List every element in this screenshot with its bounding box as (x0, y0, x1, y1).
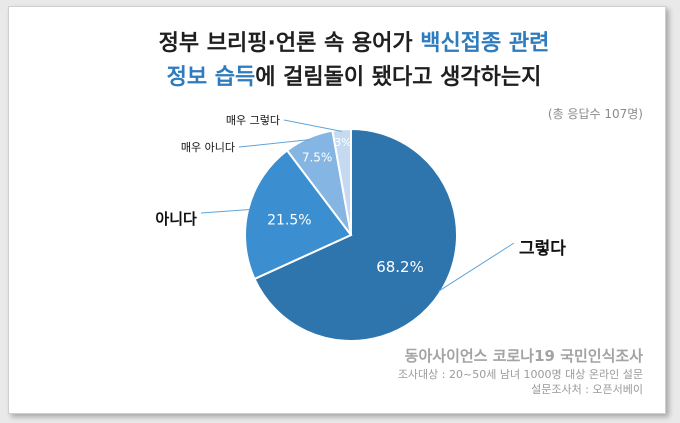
chart-title: 정부 브리핑·언론 속 용어가 백신접종 관련 정보 습득에 걸림돌이 됐다고 … (104, 27, 604, 95)
title-line1-highlight: 백신접종 관련 (420, 31, 550, 56)
leader-line-2 (200, 208, 251, 214)
leader-line-4 (283, 119, 342, 132)
survey-target: 조사대상 : 20~50세 남녀 1000명 대상 온라인 설문 (397, 368, 643, 381)
pie-slice-2 (244, 149, 353, 281)
source-title: 동아사이언스 코로나19 국민인식조사 (404, 347, 643, 365)
total-respondents: (총 응답수 107명) (547, 107, 643, 121)
category-label-4: 매우 그렇다 (226, 114, 280, 127)
category-label-2: 아니다 (155, 210, 197, 228)
slice-value-label-2: 21.5% (267, 212, 311, 228)
survey-agency: 설문조사처 : 오픈서베이 (531, 383, 643, 396)
leader-lines (200, 119, 515, 292)
category-label-3: 매우 아니다 (181, 141, 235, 154)
title-line1-plain: 정부 브리핑·언론 속 용어가 (158, 31, 421, 56)
pie-slice-1 (253, 127, 458, 342)
pie-labels: 68.2% 그렇다 21.5% 아니다 7.5% 매우 아니다 3% 매우 그렇다 (155, 114, 566, 276)
title-line2-highlight: 정보 습득 (166, 65, 256, 90)
pie-slice-4 (331, 127, 352, 236)
slice-value-label-4: 3% (334, 136, 351, 149)
slice-value-label-3: 7.5% (302, 150, 333, 164)
slice-value-label-1: 68.2% (376, 258, 424, 276)
chart-card: 정부 브리핑·언론 속 용어가 백신접종 관련 정보 습득에 걸림돌이 됐다고 … (8, 6, 666, 414)
leader-line-1 (438, 242, 515, 292)
pie-chart: 68.2% 그렇다 21.5% 아니다 7.5% 매우 아니다 3% 매우 그렇다 (155, 114, 566, 342)
pie-slices (244, 127, 458, 342)
title-line2-plain: 에 걸림돌이 됐다고 생각하는지 (255, 65, 542, 90)
category-label-1: 그렇다 (519, 239, 566, 259)
source-footer: 동아사이언스 코로나19 국민인식조사 조사대상 : 20~50세 남녀 100… (398, 345, 643, 397)
leader-line-3 (238, 139, 310, 148)
